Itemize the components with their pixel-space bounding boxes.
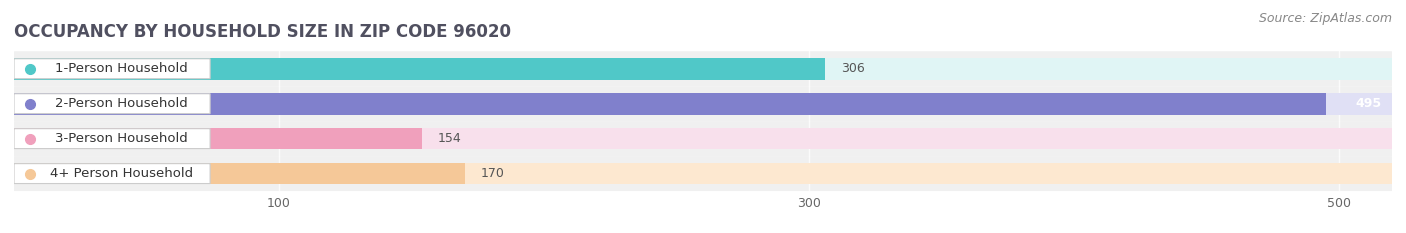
Bar: [14, 128, 1392, 150]
Bar: [14, 163, 1392, 185]
Bar: [14, 93, 1392, 115]
Text: Source: ZipAtlas.com: Source: ZipAtlas.com: [1258, 12, 1392, 25]
FancyBboxPatch shape: [14, 156, 1392, 191]
Text: 2-Person Household: 2-Person Household: [55, 97, 188, 110]
FancyBboxPatch shape: [14, 94, 209, 114]
Bar: [14, 163, 464, 185]
FancyBboxPatch shape: [14, 164, 209, 184]
Text: 306: 306: [841, 62, 865, 75]
Bar: [14, 58, 825, 80]
Text: 154: 154: [439, 132, 461, 145]
FancyBboxPatch shape: [14, 86, 1392, 121]
FancyBboxPatch shape: [14, 59, 209, 79]
Text: OCCUPANCY BY HOUSEHOLD SIZE IN ZIP CODE 96020: OCCUPANCY BY HOUSEHOLD SIZE IN ZIP CODE …: [14, 23, 510, 41]
Text: 3-Person Household: 3-Person Household: [55, 132, 188, 145]
Bar: [14, 93, 1326, 115]
FancyBboxPatch shape: [14, 129, 209, 149]
Text: 4+ Person Household: 4+ Person Household: [51, 167, 194, 180]
FancyBboxPatch shape: [14, 121, 1392, 156]
Text: 170: 170: [481, 167, 505, 180]
Text: 495: 495: [1355, 97, 1381, 110]
Text: 1-Person Household: 1-Person Household: [55, 62, 188, 75]
FancyBboxPatch shape: [14, 51, 1392, 86]
Bar: [14, 128, 422, 150]
Bar: [14, 58, 1392, 80]
